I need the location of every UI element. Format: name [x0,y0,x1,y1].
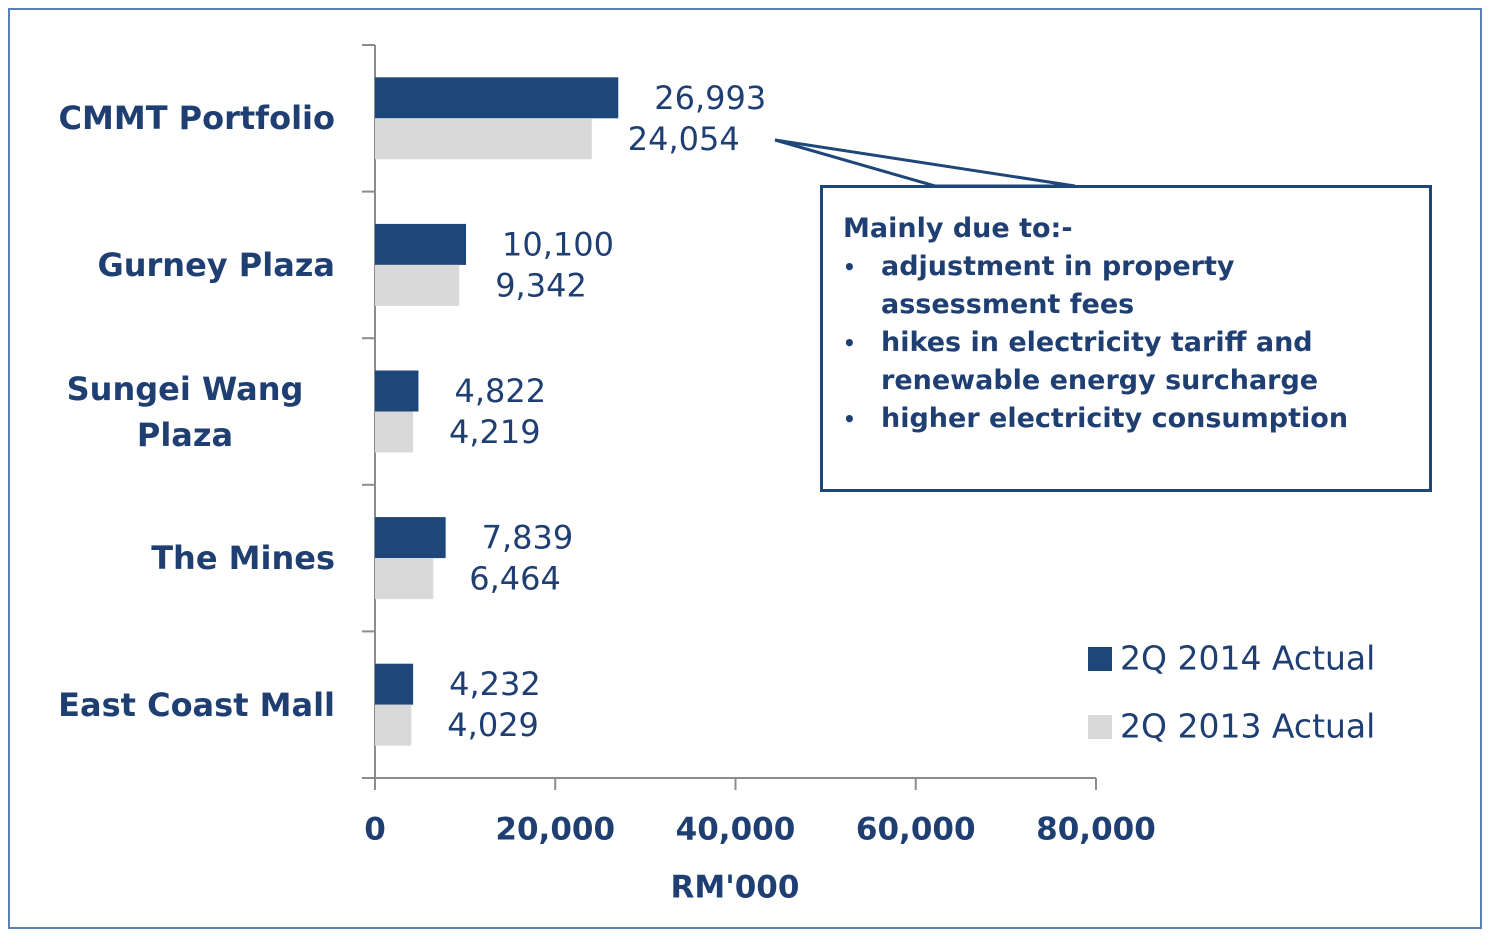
annotation-item: hikes in electricity tariff and renewabl… [843,324,1351,400]
annotation-box: Mainly due to:- adjustment in property a… [820,185,1432,492]
value-label: 4,219 [449,413,541,451]
bar [375,370,419,412]
annotation-item: adjustment in property assessment fees [843,248,1351,324]
value-label: 24,054 [628,120,740,158]
value-label: 7,839 [482,519,574,557]
category-label: The Mines [151,539,335,578]
value-label: 9,342 [495,266,587,304]
category-label: Sungei Wang Plaza [66,369,304,454]
bar [375,704,412,746]
bar [375,77,619,119]
value-label: 4,232 [449,665,541,703]
value-label: 4,029 [447,706,539,744]
value-label: 6,464 [469,560,561,598]
x-axis-label: RM'000 [671,870,800,906]
legend-label: 2Q 2014 Actual [1120,639,1375,678]
bar [375,264,460,306]
value-label: 10,100 [502,225,614,263]
x-tick-label: 40,000 [676,812,796,848]
callout-pointer [774,138,1076,188]
annotation-title: Mainly due to:- [843,213,1073,244]
annotation-item: higher electricity consumption [843,400,1351,438]
x-tick-label: 20,000 [495,812,615,848]
value-label: 26,993 [654,79,766,117]
bar [375,558,434,600]
frame [8,8,1482,929]
annotation-list: adjustment in property assessment feeshi… [823,248,1351,438]
category-label: East Coast Mall [58,685,335,724]
category-label: Gurney Plaza [97,245,335,284]
x-tick-label: 0 [364,812,386,848]
bar [375,517,446,559]
x-tick-label: 60,000 [856,812,976,848]
legend-swatch [1088,715,1112,739]
bar [375,411,414,453]
bar [375,223,467,265]
category-label: CMMT Portfolio [58,99,335,138]
value-label: 4,822 [454,372,546,410]
legend-swatch [1088,647,1112,671]
legend-label: 2Q 2013 Actual [1120,707,1375,746]
x-tick-label: 80,000 [1036,812,1156,848]
bar [375,118,592,160]
bar [375,663,414,705]
